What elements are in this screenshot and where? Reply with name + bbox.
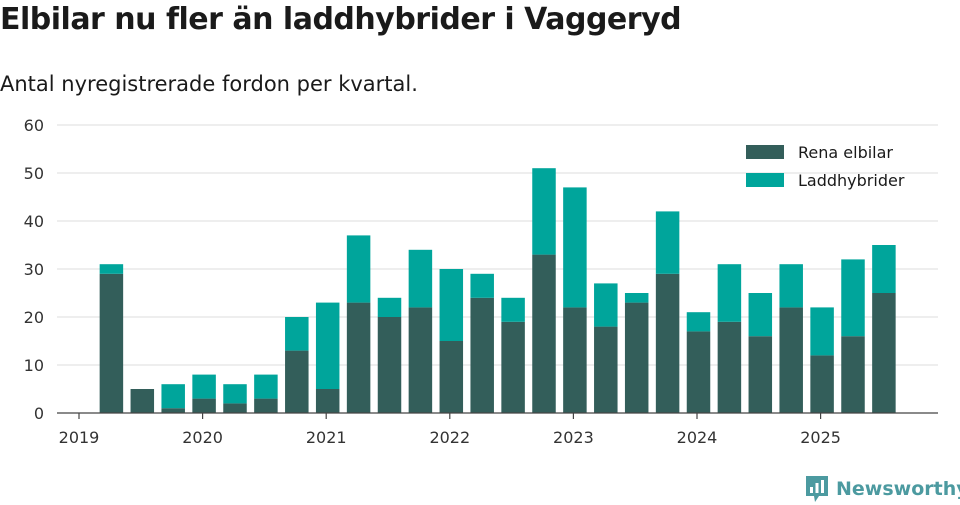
bar-laddhybrider — [594, 283, 618, 327]
bar-rena-elbilar — [346, 302, 371, 413]
bar-rena-elbilar — [223, 403, 247, 413]
y-tick-label: 40 — [24, 212, 44, 231]
legend-label: Rena elbilar — [798, 143, 893, 162]
bar-laddhybrider — [686, 312, 711, 332]
bar-laddhybrider — [532, 168, 556, 255]
newsworthy-logo-icon — [806, 476, 828, 502]
bar-laddhybrider — [192, 374, 216, 399]
bar-rena-elbilar — [810, 355, 834, 413]
y-tick-label: 50 — [24, 164, 44, 183]
x-axis-ticks: 2019 2020 2021 2022 2023 2024 2025 — [59, 413, 841, 447]
bar-series — [99, 168, 896, 413]
x-tick-label: 2025 — [800, 428, 841, 447]
x-tick-label: 2019 — [59, 428, 100, 447]
bar-rena-elbilar — [99, 273, 124, 413]
x-tick-label: 2020 — [182, 428, 223, 447]
bar-rena-elbilar — [748, 336, 773, 413]
bar-laddhybrider — [470, 273, 494, 298]
bar-rena-elbilar — [439, 341, 464, 413]
bar-rena-elbilar — [563, 307, 587, 413]
chart-subtitle: Antal nyregistrerade fordon per kvartal. — [0, 72, 418, 96]
newsworthy-brand: Newsworthy — [804, 474, 960, 504]
bar-rena-elbilar — [779, 307, 803, 413]
bar-laddhybrider — [841, 259, 865, 337]
bar-laddhybrider — [99, 264, 124, 274]
bar-laddhybrider — [254, 374, 278, 399]
bar-rena-elbilar — [130, 389, 155, 413]
bar-rena-elbilar — [717, 321, 742, 413]
bar-laddhybrider — [779, 264, 803, 308]
bar-laddhybrider — [377, 297, 402, 317]
bar-rena-elbilar — [470, 297, 494, 413]
bar-laddhybrider — [624, 293, 649, 303]
legend-swatch — [746, 145, 784, 159]
brand-name: Newsworthy — [836, 478, 960, 500]
legend-label: Laddhybrider — [798, 171, 905, 190]
y-tick-label: 60 — [24, 116, 44, 135]
bar-laddhybrider — [315, 302, 340, 389]
bar-rena-elbilar — [841, 336, 865, 413]
bar-rena-elbilar — [655, 273, 680, 413]
bar-laddhybrider — [439, 269, 464, 341]
bar-rena-elbilar — [285, 350, 309, 413]
y-tick-label: 20 — [24, 308, 44, 327]
x-tick-label: 2024 — [677, 428, 718, 447]
bar-rena-elbilar — [408, 307, 433, 413]
bar-laddhybrider — [717, 264, 742, 322]
x-tick-label: 2023 — [553, 428, 594, 447]
y-tick-label: 10 — [24, 356, 44, 375]
bar-laddhybrider — [285, 317, 309, 351]
bar-rena-elbilar — [501, 321, 525, 413]
bar-laddhybrider — [223, 384, 247, 404]
chart-title: Elbilar nu fler än laddhybrider i Vagger… — [0, 2, 682, 37]
bar-rena-elbilar — [192, 398, 216, 413]
bar-rena-elbilar — [532, 254, 556, 413]
y-tick-label: 0 — [34, 404, 44, 423]
bar-laddhybrider — [501, 297, 525, 322]
legend: Rena elbilar Laddhybrider — [746, 143, 905, 190]
bar-laddhybrider — [346, 235, 371, 303]
y-tick-label: 30 — [24, 260, 44, 279]
bar-rena-elbilar — [315, 389, 340, 413]
bar-laddhybrider — [872, 245, 896, 293]
x-tick-label: 2021 — [306, 428, 347, 447]
bar-rena-elbilar — [161, 408, 185, 413]
bar-rena-elbilar — [624, 302, 649, 413]
bar-laddhybrider — [408, 249, 433, 308]
bar-rena-elbilar — [594, 326, 618, 413]
bar-laddhybrider — [810, 307, 834, 356]
x-tick-label: 2022 — [429, 428, 470, 447]
legend-swatch — [746, 173, 784, 187]
bar-laddhybrider — [655, 211, 680, 274]
bar-laddhybrider — [748, 293, 773, 337]
bar-rena-elbilar — [254, 398, 278, 413]
bar-laddhybrider — [161, 384, 185, 409]
bar-rena-elbilar — [686, 331, 711, 413]
y-axis-ticks: 0 10 20 30 40 50 60 — [24, 116, 44, 423]
bar-laddhybrider — [563, 187, 587, 308]
bar-rena-elbilar — [377, 317, 402, 413]
bar-rena-elbilar — [872, 293, 896, 413]
